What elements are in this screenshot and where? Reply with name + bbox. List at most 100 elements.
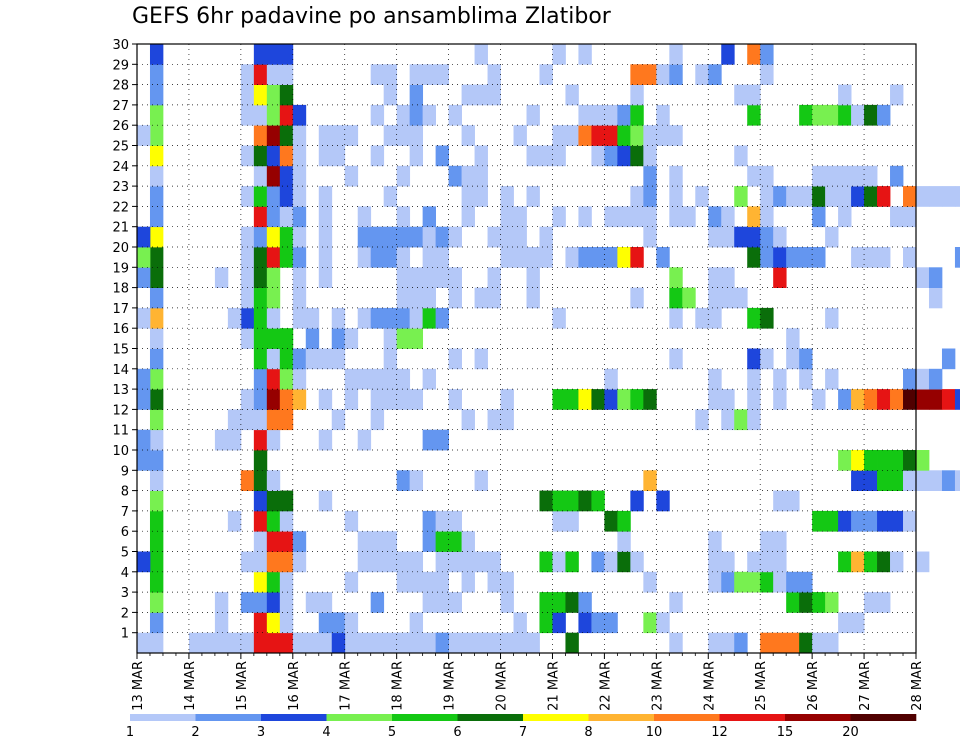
heatmap-cell xyxy=(396,287,411,309)
heatmap-cell xyxy=(137,125,151,146)
heatmap-cell xyxy=(253,287,268,309)
heatmap-cell xyxy=(812,186,826,207)
x-tick-label: 22 MAR xyxy=(598,661,613,711)
heatmap-cell xyxy=(877,389,891,410)
heatmap-cell xyxy=(708,206,722,228)
heatmap-cell xyxy=(331,348,346,370)
heatmap-cell xyxy=(864,389,878,410)
heatmap-cell xyxy=(591,247,605,268)
heatmap-cell xyxy=(578,247,592,268)
heatmap-cell xyxy=(318,348,333,370)
heatmap-cell xyxy=(773,368,787,390)
heatmap-cell xyxy=(137,450,151,471)
heatmap-cell xyxy=(747,409,761,431)
heatmap-cell xyxy=(487,84,501,106)
heatmap-cell xyxy=(292,104,307,126)
heatmap-cell xyxy=(838,206,852,228)
heatmap-cell xyxy=(240,592,255,613)
heatmap-cell xyxy=(292,125,307,146)
x-tick-label: 20 MAR xyxy=(495,661,510,711)
heatmap-cell xyxy=(370,592,385,613)
heatmap-cell xyxy=(253,267,268,288)
heatmap-cell xyxy=(318,206,333,228)
heatmap-cell xyxy=(461,632,475,654)
heatmap-cell xyxy=(500,571,514,593)
heatmap-cell xyxy=(305,328,320,349)
heatmap-cell xyxy=(721,226,735,248)
heatmap-cell xyxy=(630,145,644,167)
heatmap-cell xyxy=(708,226,722,248)
heatmap-cell xyxy=(474,551,488,573)
legend-label: 6 xyxy=(453,725,461,740)
heatmap-cell xyxy=(137,551,151,573)
heatmap-cell xyxy=(240,470,255,491)
heatmap-cell xyxy=(409,125,424,146)
heatmap-cell xyxy=(578,592,592,613)
heatmap-cell xyxy=(370,226,385,248)
heatmap-cell xyxy=(669,632,683,654)
heatmap-cell xyxy=(266,104,281,126)
heatmap-cell xyxy=(396,165,411,187)
heatmap-cell xyxy=(137,247,151,268)
heatmap-cell xyxy=(279,145,294,167)
heatmap-cell xyxy=(240,267,255,288)
y-tick-label: 13 xyxy=(112,383,129,398)
legend-swatch xyxy=(523,714,589,721)
heatmap-cell xyxy=(279,551,294,573)
heatmap-cell xyxy=(812,632,826,654)
heatmap-cell xyxy=(266,592,281,613)
heatmap-cell xyxy=(825,510,839,532)
heatmap-cell xyxy=(149,247,164,268)
y-tick-label: 21 xyxy=(112,221,129,236)
heatmap-cell xyxy=(643,125,657,146)
heatmap-cell xyxy=(422,226,437,248)
heatmap-cell xyxy=(526,186,540,207)
heatmap-cell xyxy=(552,389,566,410)
heatmap-cell xyxy=(747,389,761,410)
heatmap-cell xyxy=(812,510,826,532)
legend-label: 7 xyxy=(519,725,527,740)
heatmap-cell xyxy=(838,510,852,532)
heatmap-cell xyxy=(227,510,242,532)
heatmap-cell xyxy=(331,145,346,167)
heatmap-cell xyxy=(630,206,644,228)
heatmap-cell xyxy=(448,551,462,573)
heatmap-cell xyxy=(773,571,787,593)
heatmap-cell xyxy=(448,510,462,532)
heatmap-cell xyxy=(760,531,774,552)
heatmap-cell xyxy=(214,612,229,634)
heatmap-cell xyxy=(643,226,657,248)
heatmap-cell xyxy=(357,226,372,248)
heatmap-cell xyxy=(461,165,475,187)
heatmap-cell xyxy=(357,531,372,552)
heatmap-cell xyxy=(435,592,449,613)
heatmap-cell xyxy=(227,429,242,451)
heatmap-cell xyxy=(149,612,164,634)
y-tick-label: 14 xyxy=(112,363,129,378)
heatmap-cell xyxy=(370,64,385,85)
x-tick-label: 19 MAR xyxy=(443,661,458,711)
heatmap-cell xyxy=(448,226,462,248)
heatmap-cell xyxy=(487,226,501,248)
heatmap-cell xyxy=(409,551,424,573)
heatmap-cell xyxy=(305,307,320,329)
heatmap-cell xyxy=(903,510,917,532)
y-tick-label: 30 xyxy=(112,38,129,53)
heatmap-cell xyxy=(941,186,956,207)
heatmap-cell xyxy=(851,186,865,207)
heatmap-cell xyxy=(916,267,930,288)
heatmap-cell xyxy=(279,64,294,85)
heatmap-cell xyxy=(565,125,579,146)
heatmap-cell xyxy=(253,510,268,532)
heatmap-cell xyxy=(357,632,372,654)
heatmap-cell xyxy=(292,226,307,248)
heatmap-cell xyxy=(253,632,268,654)
heatmap-cell xyxy=(954,186,960,207)
heatmap-cell xyxy=(318,612,333,634)
heatmap-cell xyxy=(292,145,307,167)
heatmap-cell xyxy=(591,490,605,512)
heatmap-cell xyxy=(149,592,164,613)
heatmap-cell xyxy=(825,186,839,207)
heatmap-cell xyxy=(838,165,852,187)
heatmap-cell xyxy=(253,450,268,471)
